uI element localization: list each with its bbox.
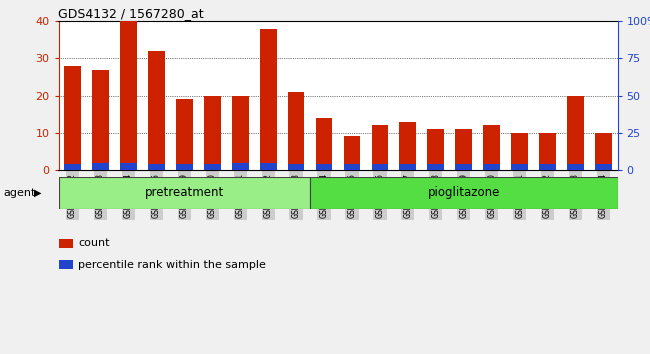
- Bar: [372, 125, 388, 170]
- Bar: [260, 163, 276, 170]
- Bar: [428, 164, 444, 170]
- Bar: [567, 96, 584, 170]
- Bar: [540, 133, 556, 170]
- Bar: [120, 21, 136, 170]
- Bar: [92, 69, 109, 170]
- Text: GDS4132 / 1567280_at: GDS4132 / 1567280_at: [58, 7, 204, 20]
- Bar: [232, 163, 248, 170]
- Bar: [512, 164, 528, 170]
- Bar: [372, 164, 388, 170]
- Bar: [260, 29, 276, 170]
- Bar: [58, 177, 310, 209]
- Bar: [316, 118, 332, 170]
- Text: ▶: ▶: [34, 188, 42, 198]
- Bar: [595, 164, 612, 170]
- Bar: [288, 164, 304, 170]
- Bar: [148, 164, 164, 170]
- Bar: [288, 92, 304, 170]
- Bar: [316, 164, 332, 170]
- Bar: [204, 96, 220, 170]
- Bar: [310, 177, 618, 209]
- Text: percentile rank within the sample: percentile rank within the sample: [78, 259, 266, 270]
- Text: pretreatment: pretreatment: [145, 187, 224, 199]
- Bar: [92, 163, 109, 170]
- Bar: [148, 51, 164, 170]
- Bar: [176, 164, 192, 170]
- Bar: [484, 164, 500, 170]
- Bar: [204, 164, 220, 170]
- Bar: [540, 164, 556, 170]
- Bar: [120, 163, 136, 170]
- Bar: [456, 129, 472, 170]
- Bar: [400, 164, 416, 170]
- Bar: [176, 99, 192, 170]
- Text: agent: agent: [3, 188, 36, 198]
- Bar: [232, 96, 248, 170]
- Bar: [567, 164, 584, 170]
- Bar: [512, 133, 528, 170]
- Bar: [64, 66, 81, 170]
- Bar: [595, 133, 612, 170]
- Text: pioglitazone: pioglitazone: [428, 187, 500, 199]
- Bar: [400, 122, 416, 170]
- Bar: [64, 164, 81, 170]
- Bar: [456, 164, 472, 170]
- Bar: [344, 164, 360, 170]
- Text: count: count: [78, 238, 109, 249]
- Bar: [484, 125, 500, 170]
- Bar: [344, 136, 360, 170]
- Bar: [428, 129, 444, 170]
